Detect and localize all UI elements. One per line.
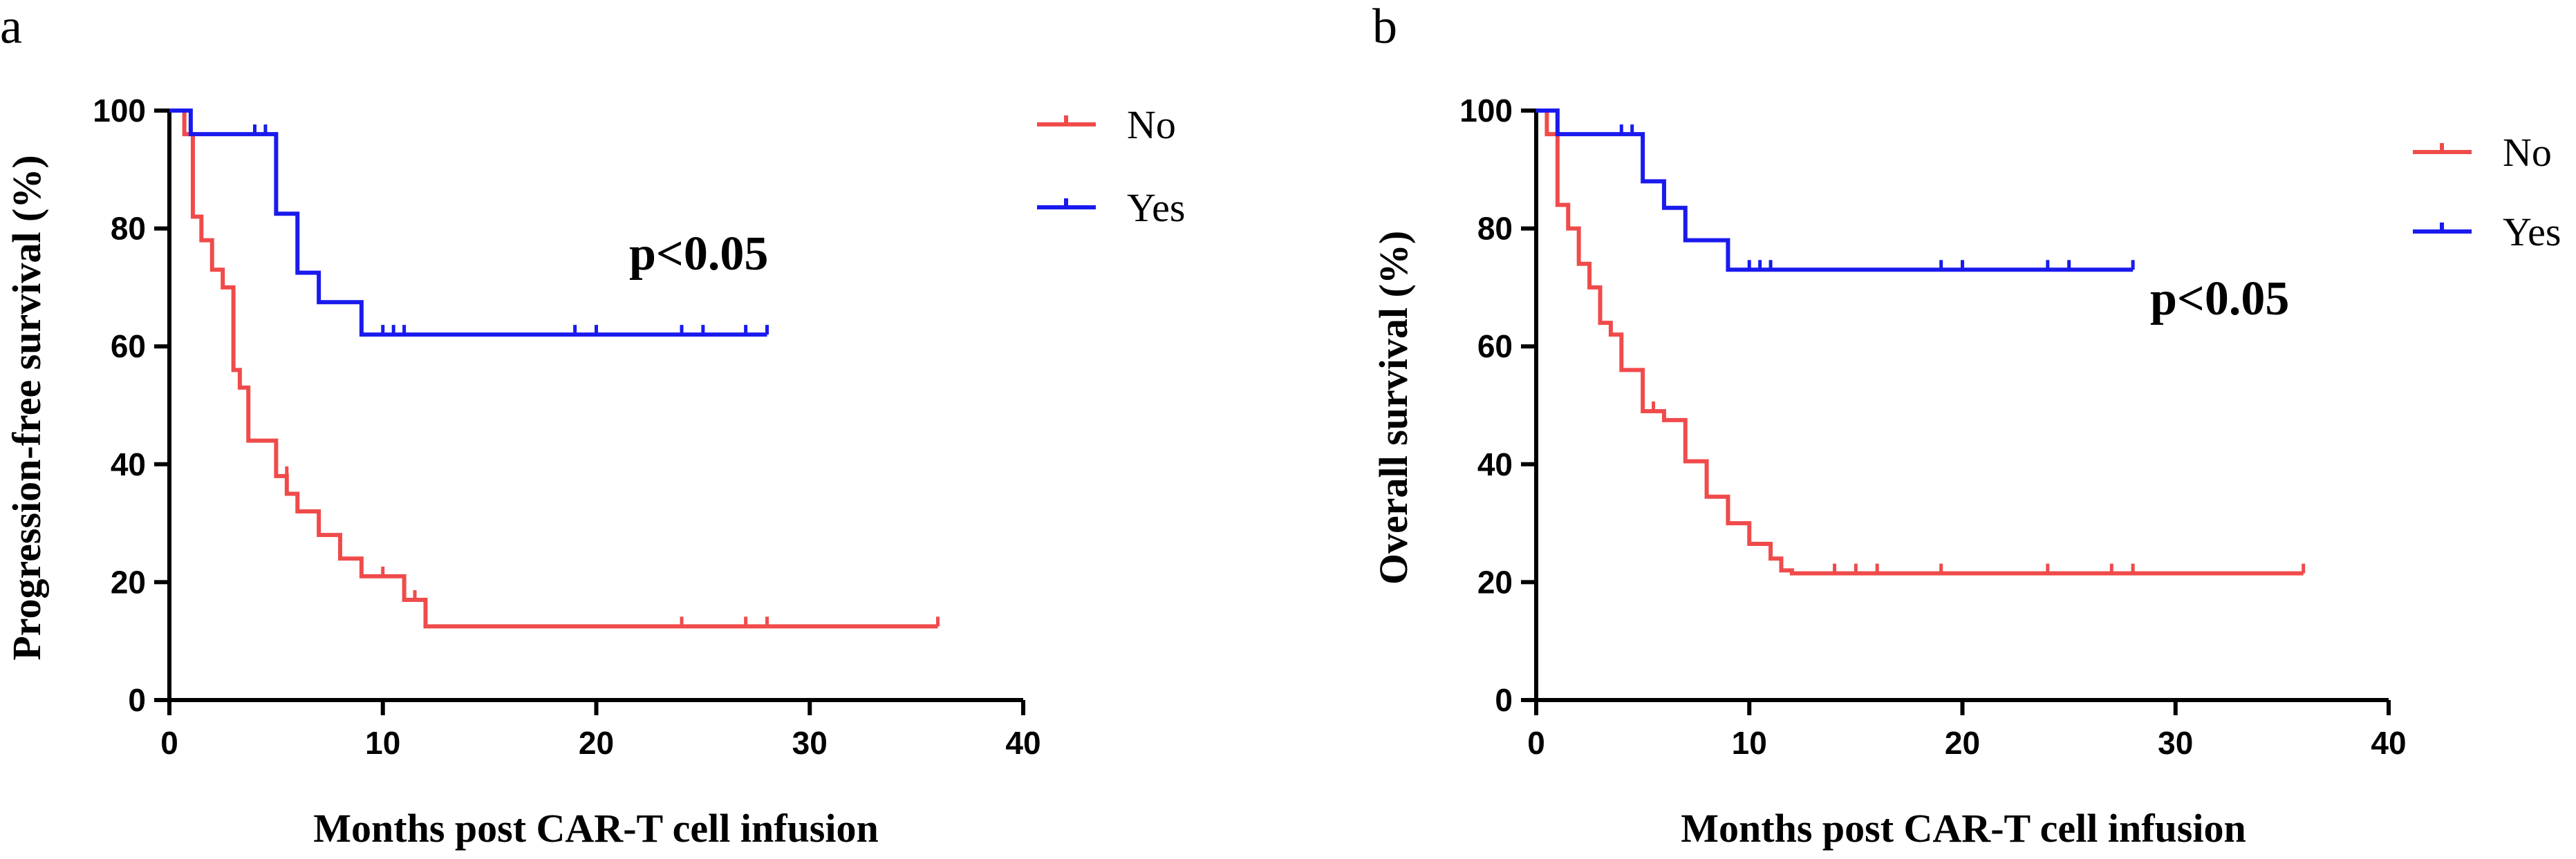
panel-a-legend-no: No (1037, 102, 1176, 147)
panel-b-y-tick-label: 0 (1495, 682, 1513, 718)
panel-a-x-tick-label: 30 (792, 725, 828, 761)
panel-a-y-tick-label: 0 (128, 682, 146, 718)
panel-b-y-tick-label: 100 (1459, 93, 1513, 129)
panel-b-y-tick-label: 80 (1477, 211, 1513, 247)
panel-b-y-tick-label: 20 (1477, 564, 1513, 600)
panel-b-x-tick-label: 10 (1732, 725, 1767, 761)
panel-b-letter: b (1372, 0, 1397, 54)
panel-b-x-tick-label: 20 (1945, 725, 1980, 761)
panel-a-no-curve (169, 108, 938, 629)
panel-b-p-value: p<0.05 (2150, 272, 2289, 325)
panel-a-curves (169, 108, 940, 629)
panel-a-legend-no-label: No (1127, 102, 1176, 147)
panel-a-x-tick-label: 0 (160, 725, 178, 761)
panel-b-no-curve (1536, 108, 2304, 576)
panel-b-x-axis-title: Months post CAR-T cell infusion (1681, 806, 2246, 851)
panel-a-legend-yes-label: Yes (1127, 185, 1185, 230)
panel-b-y-tick-label: 40 (1477, 446, 1513, 482)
panel-b-y-axis-title: Overall survival (%) (1371, 231, 1416, 585)
panel-a-legend-yes: Yes (1037, 185, 1185, 230)
panel-b-x-tick-label: 40 (2371, 725, 2406, 761)
panel-a-x-tick-label: 10 (365, 725, 400, 761)
panel-a: a 0 20 40 60 80 100 0 10 20 30 40 Progression-fre… (0, 0, 1185, 851)
panel-b-legend-no: No (2413, 130, 2552, 175)
panel-a-x-ticks: 0 10 20 30 40 (160, 700, 1041, 761)
panel-a-p-value: p<0.05 (629, 227, 768, 281)
panel-a-y-tick-label: 40 (111, 446, 146, 482)
panel-b-x-ticks: 0 10 20 30 40 (1527, 700, 2407, 761)
panel-b-y-tick-label: 60 (1477, 328, 1513, 364)
panel-b-legend: No Yes (2413, 130, 2561, 254)
panel-b: b 0 20 40 60 80 100 0 10 20 30 40 Overall surviva… (1371, 0, 2561, 851)
panel-a-y-tick-label: 80 (111, 211, 146, 247)
panel-b-legend-no-label: No (2503, 130, 2552, 175)
panel-a-letter: a (0, 0, 22, 54)
panel-a-y-tick-label: 60 (111, 328, 146, 364)
panel-a-yes-curve (169, 108, 767, 337)
panel-b-yes-curve (1536, 108, 2134, 272)
panel-a-x-tick-label: 40 (1005, 725, 1040, 761)
panel-a-x-axis-title: Months post CAR-T cell infusion (313, 806, 879, 851)
panel-a-y-tick-label: 100 (93, 93, 146, 129)
panel-b-x-tick-label: 30 (2158, 725, 2193, 761)
panel-b-curves (1536, 108, 2306, 576)
panel-a-y-ticks: 0 20 40 60 80 100 (93, 93, 169, 718)
panel-a-y-axis-title: Progression-free survival (%) (4, 155, 49, 660)
panel-b-legend-yes-label: Yes (2503, 209, 2561, 254)
panel-b-legend-yes: Yes (2413, 209, 2561, 254)
panel-b-y-ticks: 0 20 40 60 80 100 (1459, 93, 1536, 718)
panel-b-x-tick-label: 0 (1527, 725, 1545, 761)
panel-a-x-tick-label: 20 (579, 725, 614, 761)
panel-a-y-tick-label: 20 (111, 564, 146, 600)
panel-a-legend: No Yes (1037, 102, 1185, 230)
